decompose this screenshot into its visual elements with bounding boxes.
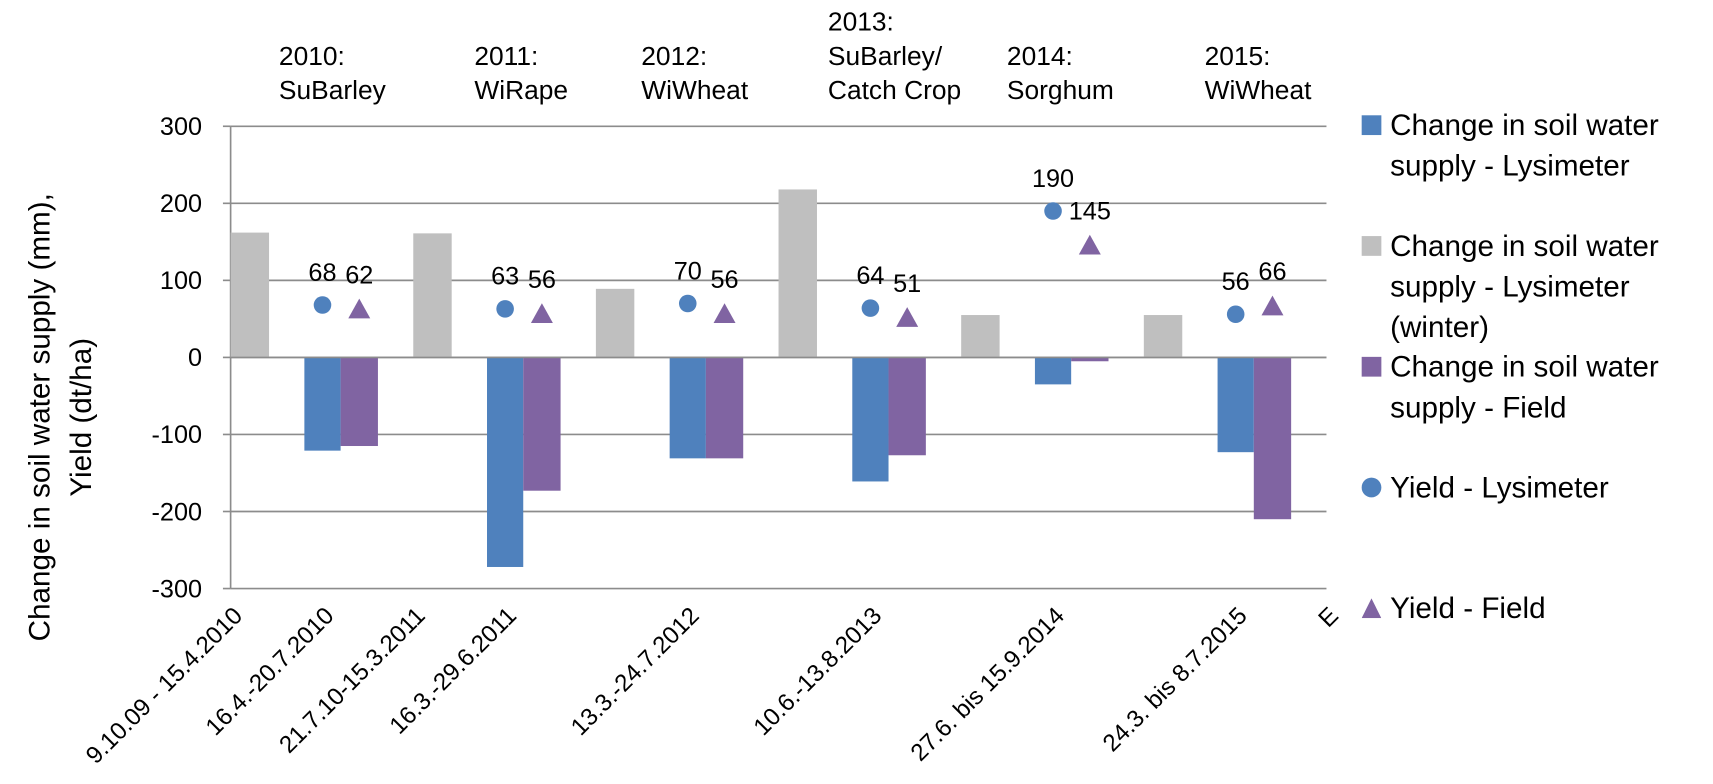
annotation: 2012:	[641, 41, 707, 71]
legend-label: Yield - Lysimeter	[1390, 471, 1609, 504]
marker	[896, 307, 919, 327]
annotation: 2015:	[1205, 41, 1271, 71]
bar	[1253, 357, 1292, 520]
y-axis-label-box: Change in soil water supply (mm), Yield …	[23, 193, 98, 642]
data-label: 56	[1222, 268, 1250, 296]
bar	[595, 288, 635, 358]
bar	[852, 357, 889, 482]
x-tick-label: 10.6.-13.8.2013	[749, 602, 888, 741]
marker	[496, 300, 514, 318]
bar	[523, 357, 561, 491]
marker	[313, 296, 332, 314]
x-tick-label: E	[1313, 602, 1343, 632]
legend-label: Change in soil water supply - Lysimeter	[1390, 108, 1659, 183]
legend-swatch	[1361, 356, 1382, 377]
marker	[1044, 202, 1062, 220]
annotation: SuBarley	[279, 75, 387, 105]
marker	[1261, 295, 1284, 316]
bar	[961, 315, 1000, 358]
legend-swatch	[1361, 115, 1382, 136]
bar	[888, 357, 926, 456]
bar	[1071, 357, 1109, 362]
y-tick-label: -300	[152, 575, 203, 603]
x-tick-label: 27.6. bis 15.9.2014	[906, 602, 1070, 766]
x-tick-label: 24.3. bis 8.7.2015	[1098, 602, 1253, 757]
data-label: 190	[1032, 165, 1074, 193]
annotation: SuBarley/	[828, 41, 943, 71]
y-tick-label: -100	[152, 421, 203, 449]
bar	[1143, 315, 1183, 358]
bar	[1034, 357, 1072, 385]
marker	[1226, 305, 1245, 324]
legend-label: Yield - Field	[1390, 591, 1546, 625]
bar	[705, 357, 744, 459]
annotation: 2010:	[279, 41, 345, 71]
data-label: 68	[308, 259, 336, 287]
legend-swatch	[1361, 598, 1382, 619]
annotation: Sorghum	[1007, 75, 1114, 105]
legend-entry: Change in soil water supply - Lysimeter	[1361, 105, 1713, 226]
legend-entry: Yield - Field	[1361, 589, 1713, 710]
legend-entry: Change in soil water supply - Field	[1361, 347, 1713, 468]
legend: Change in soil water supply - Lysimeter C…	[1361, 105, 1713, 710]
data-label: 56	[528, 266, 556, 294]
marker	[713, 303, 736, 324]
y-tick-label: -200	[152, 498, 203, 526]
annotation: 2014:	[1007, 41, 1073, 71]
legend-entry: Yield - Lysimeter	[1361, 468, 1713, 589]
data-label: 66	[1258, 258, 1286, 286]
bar	[778, 189, 817, 358]
annotation: WiWheat	[641, 75, 749, 105]
legend-label: Change in soil water supply - Lysimeter …	[1390, 229, 1659, 344]
y-tick-label: 300	[160, 113, 202, 141]
data-label: 62	[345, 261, 373, 289]
annotation: WiRape	[474, 75, 568, 105]
data-label: 56	[711, 266, 739, 294]
bar	[413, 233, 452, 358]
legend-entry: Change in soil water supply - Lysimeter …	[1361, 226, 1713, 347]
bar	[340, 357, 378, 447]
marker	[861, 299, 880, 317]
annotation: Catch Crop	[828, 75, 961, 105]
annotation: 2011:	[474, 41, 538, 71]
bar	[304, 357, 341, 451]
y-axis-label: Change in soil water supply (mm), Yield …	[23, 193, 98, 642]
y-tick-label: 0	[188, 344, 202, 372]
legend-swatch	[1361, 477, 1382, 498]
y-tick-label: 100	[160, 267, 202, 295]
legend-swatch	[1361, 236, 1382, 256]
data-label: 145	[1069, 197, 1111, 225]
data-label: 64	[856, 262, 884, 290]
y-tick-label: 200	[160, 190, 202, 218]
data-label: 70	[674, 257, 702, 285]
legend-label: Change in soil water supply - Field	[1390, 350, 1659, 424]
annotation: 2013:	[828, 7, 894, 37]
marker	[530, 303, 553, 324]
bar	[1217, 357, 1254, 453]
bar	[230, 232, 270, 358]
data-label: 63	[491, 263, 519, 291]
marker	[678, 294, 697, 313]
x-tick-label: 13.3.-24.7.2012	[566, 602, 705, 741]
annotation: WiWheat	[1205, 75, 1313, 105]
data-label: 51	[893, 270, 921, 298]
marker	[348, 298, 371, 319]
marker	[1078, 234, 1101, 255]
bar	[487, 357, 524, 567]
bar	[669, 357, 706, 459]
